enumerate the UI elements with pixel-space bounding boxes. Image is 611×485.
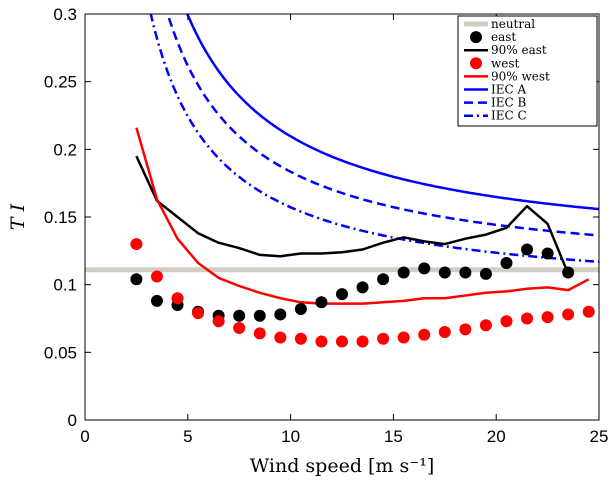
- legend-entry-90pct-west: 90% west: [464, 69, 550, 83]
- legend-label-west: west: [491, 56, 520, 70]
- legend-entry-iec-a: IEC A: [464, 83, 526, 97]
- y-tick-label: 0.2: [53, 140, 77, 159]
- y-axis-title: T I: [7, 203, 29, 230]
- x-tick-label: 10: [281, 427, 300, 446]
- series-east-point: [253, 309, 266, 322]
- series-west-point: [212, 315, 225, 328]
- series-east-point: [438, 266, 451, 279]
- series-west-point: [192, 307, 205, 320]
- x-tick-label: 25: [590, 427, 609, 446]
- x-tick-label: 0: [80, 427, 89, 446]
- y-tick-label: 0: [68, 411, 77, 430]
- series-90pct-east-line: [135, 155, 570, 275]
- series-west-point: [274, 331, 287, 344]
- series-west-point: [356, 335, 369, 348]
- series-iec-c-curve: [149, 14, 599, 264]
- series-west-point: [171, 292, 184, 305]
- series-east-point: [233, 309, 246, 322]
- series-west-point: [459, 323, 472, 336]
- x-tick-label: 5: [183, 427, 192, 446]
- legend-swatch-east: [470, 31, 482, 44]
- legend-label-neutral: neutral: [491, 17, 535, 31]
- series-east-point: [150, 294, 163, 307]
- series-west-point: [253, 327, 266, 340]
- legend-entry-iec-c: IEC C: [464, 109, 527, 123]
- series-west-point: [562, 308, 575, 321]
- series-east-point: [336, 288, 348, 301]
- legend-entry-90pct-east: 90% east: [464, 43, 547, 57]
- legend-label-90pct-east: 90% east: [491, 43, 547, 57]
- series-east-point: [130, 273, 143, 286]
- series-90pct-west-line: [135, 127, 590, 305]
- series-east-point: [500, 257, 513, 270]
- series-east-point: [356, 281, 369, 294]
- series-east-point: [459, 266, 472, 279]
- x-tick-label: 15: [384, 427, 403, 446]
- series-east-point: [562, 266, 575, 279]
- series-west-point: [233, 321, 246, 334]
- legend-entry-neutral: neutral: [464, 17, 535, 31]
- series-west-point: [521, 312, 534, 325]
- series-east-point: [274, 308, 287, 321]
- series-west-point: [315, 335, 328, 348]
- series-west-point: [294, 332, 307, 345]
- series-west-point: [130, 238, 143, 251]
- series-east-point: [418, 262, 431, 275]
- series-east-point: [294, 303, 307, 316]
- legend-label-iec-a: IEC A: [491, 83, 526, 97]
- series-east-point: [397, 266, 410, 279]
- series-east-point: [377, 273, 390, 286]
- x-tick-label: 20: [487, 427, 506, 446]
- y-tick-label: 0.25: [44, 73, 77, 92]
- legend-entry-west: west: [470, 56, 520, 70]
- series-west-point: [541, 311, 554, 324]
- y-tick-label: 0.15: [44, 208, 77, 227]
- series-west-point: [150, 270, 163, 283]
- series-east-point: [541, 247, 554, 260]
- legend-entry-east: east: [470, 30, 516, 44]
- legend-label-iec-b: IEC B: [491, 96, 526, 110]
- series-west-point: [438, 326, 451, 339]
- legend-label-iec-c: IEC C: [491, 109, 527, 123]
- series-iec-a-curve: [185, 14, 599, 211]
- x-axis-title: Wind speed [m s⁻¹]: [250, 455, 435, 477]
- series-west-point: [336, 335, 348, 348]
- y-tick-label: 0.3: [53, 5, 77, 24]
- series-west-point: [479, 319, 492, 332]
- series-east-point: [315, 296, 328, 309]
- legend-swatch-west: [470, 57, 482, 70]
- legend-entry-iec-b: IEC B: [464, 96, 526, 110]
- series-east-point: [521, 243, 534, 256]
- legend-label-east: east: [491, 30, 516, 44]
- y-tick-label: 0.05: [44, 343, 77, 362]
- series-east-point: [479, 267, 492, 280]
- series-west-point: [500, 315, 513, 328]
- series-west-point: [582, 305, 595, 318]
- legend-label-90pct-west: 90% west: [491, 69, 550, 83]
- series-west-point: [377, 332, 390, 345]
- series-west-point: [397, 331, 410, 344]
- series-west-point: [418, 328, 431, 341]
- series-iec-b-curve: [166, 14, 599, 237]
- y-tick-label: 0.1: [53, 276, 77, 295]
